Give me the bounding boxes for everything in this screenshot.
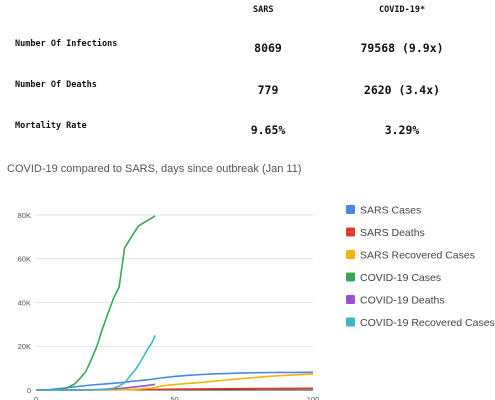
legend-swatch-sars-recovered-cases	[346, 250, 355, 259]
legend-swatch-sars-cases	[346, 205, 355, 214]
legend-swatch-sars-deaths	[346, 227, 355, 237]
covid-deaths-value: 2620 (3.4x)	[363, 83, 441, 97]
legend-label-covid-19-cases: COVID-19 Cases	[360, 272, 441, 284]
row-label-mortality: Mortality Rate	[15, 121, 87, 131]
line-chart: 0 20K 40K 60K 80K 0 50 100 SARS Cases SARS Deaths…	[18, 205, 495, 400]
sars-deaths-value: 779	[257, 83, 279, 97]
covid-infections-value: 79568 (9.9x)	[360, 41, 444, 55]
covid-mortality-value: 3.29%	[384, 123, 420, 137]
legend-swatch-covid-19-recovered-cases	[346, 317, 355, 327]
y-tick-label: 60K	[18, 255, 31, 264]
y-tick-label: 0	[27, 386, 31, 395]
row-label-deaths: Number Of Deaths	[15, 80, 97, 90]
legend-swatch-covid-19-cases	[346, 272, 355, 282]
legend-label-covid-19-recovered-cases: COVID-19 Recovered Cases	[360, 317, 495, 329]
column-header-covid: COVID-19*	[379, 5, 426, 15]
legend-label-sars-deaths: SARS Deaths	[360, 227, 425, 239]
chart-title: COVID-19 compared to SARS, days since ou…	[7, 163, 302, 175]
y-tick-label: 20K	[18, 342, 31, 351]
x-tick-label: 100	[307, 395, 320, 400]
legend-label-sars-recovered-cases: SARS Recovered Cases	[360, 250, 475, 262]
y-tick-label: 80K	[18, 211, 31, 220]
y-tick-label: 40K	[18, 298, 31, 307]
column-header-sars: SARS	[253, 5, 274, 15]
legend-swatch-covid-19-deaths	[346, 295, 355, 304]
legend-label-sars-cases: SARS Cases	[360, 205, 421, 217]
series-line-sars-recovered-cases	[36, 373, 314, 391]
sars-mortality-value: 9.65%	[250, 123, 286, 137]
series-line-covid-19-cases	[35, 215, 156, 391]
series-line-sars-cases	[35, 371, 314, 391]
x-tick-label: 50	[170, 395, 178, 400]
sars-infections-value: 8069	[254, 41, 282, 55]
legend-label-covid-19-deaths: COVID-19 Deaths	[360, 295, 445, 307]
series-line-covid-19-recovered-cases	[36, 334, 156, 391]
x-tick-label: 0	[34, 395, 38, 400]
comparison-table: SARS COVID-19* Number Of Infections 8069…	[0, 0, 495, 150]
row-label-infections: Number Of Infections	[15, 39, 118, 49]
